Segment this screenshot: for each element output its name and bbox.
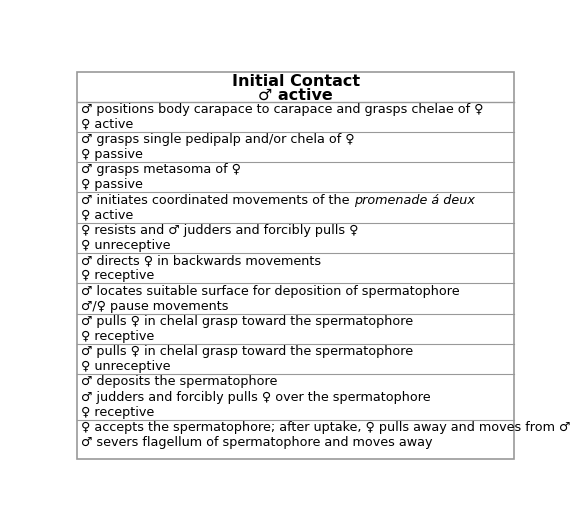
Text: ♂ pulls ♀ in chelal grasp toward the spermatophore: ♂ pulls ♀ in chelal grasp toward the spe… [81, 345, 413, 358]
Text: ♀ active: ♀ active [81, 209, 133, 222]
Text: ♀ passive: ♀ passive [81, 148, 143, 161]
Text: ♀ passive: ♀ passive [81, 178, 143, 191]
Text: ♂/♀ pause movements: ♂/♀ pause movements [81, 300, 228, 313]
Text: ♀ receptive: ♀ receptive [81, 269, 154, 282]
Text: ♂ grasps single pedipalp and/or chela of ♀: ♂ grasps single pedipalp and/or chela of… [81, 133, 355, 146]
Text: Initial Contact: Initial Contact [231, 74, 360, 89]
Text: ♂ initiates coordinated movements of the: ♂ initiates coordinated movements of the [81, 193, 354, 206]
Text: ♀ accepts the spermatophore; after uptake, ♀ pulls away and moves from ♂: ♀ accepts the spermatophore; after uptak… [81, 421, 571, 434]
FancyBboxPatch shape [77, 72, 514, 459]
Text: ♂ positions body carapace to carapace and grasps chelae of ♀: ♂ positions body carapace to carapace an… [81, 103, 484, 116]
Text: ♂ active: ♂ active [258, 87, 333, 102]
Text: ♀ active: ♀ active [81, 118, 133, 131]
Text: promenade á deux: promenade á deux [354, 193, 474, 206]
Text: ♂ severs flagellum of spermatophore and moves away: ♂ severs flagellum of spermatophore and … [81, 436, 433, 449]
Text: ♀ unreceptive: ♀ unreceptive [81, 239, 171, 252]
Text: ♂ judders and forcibly pulls ♀ over the spermatophore: ♂ judders and forcibly pulls ♀ over the … [81, 391, 430, 404]
Text: ♀ receptive: ♀ receptive [81, 330, 154, 343]
Text: ♂ locates suitable surface for deposition of spermatophore: ♂ locates suitable surface for depositio… [81, 284, 460, 297]
Text: ♂ directs ♀ in backwards movements: ♂ directs ♀ in backwards movements [81, 254, 321, 267]
Text: ♂ deposits the spermatophore: ♂ deposits the spermatophore [81, 375, 278, 388]
Text: ♀ resists and ♂ judders and forcibly pulls ♀: ♀ resists and ♂ judders and forcibly pul… [81, 224, 358, 237]
Text: ♀ receptive: ♀ receptive [81, 406, 154, 419]
Text: ♂ pulls ♀ in chelal grasp toward the spermatophore: ♂ pulls ♀ in chelal grasp toward the spe… [81, 315, 413, 328]
Text: ♀ unreceptive: ♀ unreceptive [81, 360, 171, 373]
Text: ♂ grasps metasoma of ♀: ♂ grasps metasoma of ♀ [81, 163, 241, 176]
